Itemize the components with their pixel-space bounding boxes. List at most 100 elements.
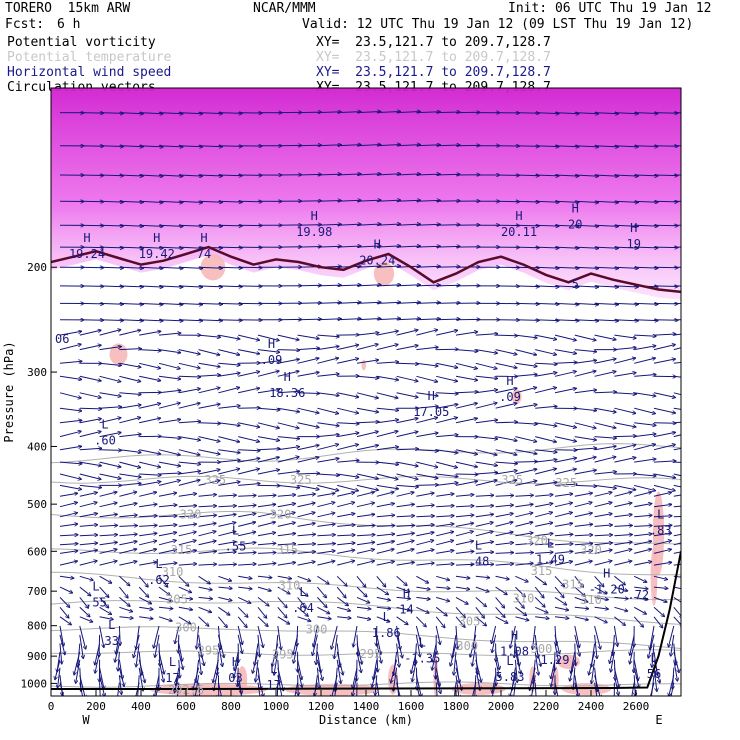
circulation-vector	[376, 431, 398, 438]
circulation-vector	[277, 533, 296, 537]
circulation-vector	[416, 266, 440, 267]
circulation-vector	[554, 362, 577, 363]
circulation-vector	[535, 422, 557, 426]
extremum-marker: H	[603, 567, 610, 581]
circulation-vector	[317, 502, 335, 508]
circulation-vector	[574, 422, 596, 428]
isentrope-label: 292.6	[168, 683, 204, 697]
circulation-vector	[158, 349, 181, 353]
circulation-vector	[99, 432, 122, 438]
header-valid: Valid: 12 UTC Thu 19 Jan 12 (09 LST Thu …	[302, 17, 694, 32]
extremum-value: 19.42	[139, 247, 175, 261]
legend-name-2: Horizontal wind speed	[7, 65, 172, 80]
circulation-vector	[416, 616, 426, 627]
circulation-vector	[416, 485, 438, 486]
circulation-vector	[294, 682, 299, 696]
circulation-vector	[218, 146, 242, 147]
circulation-vector	[455, 375, 478, 380]
extremum-marker: H	[511, 628, 518, 642]
circulation-vector	[317, 597, 327, 607]
circulation-vector	[653, 596, 667, 602]
extremum-marker: L	[101, 418, 108, 432]
circulation-vector	[154, 625, 160, 648]
circulation-vector	[297, 523, 316, 527]
circulation-vector	[99, 286, 124, 287]
circulation-vector	[297, 544, 316, 545]
circulation-vector	[436, 174, 460, 175]
extremum-value: 56	[647, 667, 661, 681]
circulation-vector	[158, 225, 183, 226]
circulation-vector	[416, 532, 434, 537]
circulation-vector	[475, 480, 497, 486]
circulation-vector	[653, 516, 672, 517]
circulation-vector	[257, 422, 279, 428]
circulation-vector	[238, 388, 260, 394]
circulation-vector	[197, 625, 200, 649]
circulation-vector	[155, 634, 160, 658]
extremum-value: .09	[261, 353, 283, 367]
circulation-vector	[535, 363, 557, 364]
circulation-vector	[139, 331, 161, 336]
circulation-vector	[436, 587, 450, 588]
circulation-vector	[198, 597, 213, 599]
circulation-vector	[218, 267, 242, 268]
circulation-vector	[79, 375, 102, 381]
circulation-vector	[574, 390, 597, 394]
circulation-vector	[535, 373, 557, 377]
circulation-vector	[99, 542, 118, 546]
circulation-vector	[356, 492, 375, 497]
circulation-vector	[614, 484, 636, 490]
circulation-vector	[515, 481, 537, 486]
circulation-vector	[337, 492, 355, 497]
circulation-vector	[634, 596, 648, 599]
circulation-vector	[297, 407, 319, 413]
extremum-marker: L	[108, 618, 115, 632]
circulation-vector	[158, 480, 180, 486]
circulation-vector	[614, 422, 636, 427]
circulation-vector	[534, 575, 546, 584]
circulation-vector	[119, 286, 143, 287]
extremum-value: .55	[85, 595, 107, 609]
circulation-vector	[234, 651, 239, 671]
circulation-vector	[257, 533, 276, 537]
circulation-vector	[373, 659, 378, 680]
isentrope-label: 295	[198, 643, 220, 657]
circulation-vector	[436, 461, 457, 468]
circulation-vector	[594, 625, 601, 649]
circulation-vector	[238, 484, 260, 486]
circulation-vector	[356, 643, 362, 665]
circulation-vector	[139, 225, 163, 226]
circulation-vector	[634, 375, 656, 377]
circulation-vector	[178, 597, 193, 599]
circulation-vector	[238, 334, 259, 340]
circulation-vector	[297, 597, 307, 608]
circulation-vector	[436, 404, 458, 409]
circulation-vector	[416, 461, 437, 467]
circulation-vector	[198, 320, 223, 321]
circulation-vector	[416, 473, 438, 478]
circulation-vector	[554, 561, 573, 566]
circulation-vector	[139, 350, 161, 351]
circulation-vector	[634, 651, 635, 673]
circulation-vector	[317, 358, 338, 364]
circulation-vector	[495, 349, 517, 355]
circulation-vector	[193, 667, 200, 690]
x-tick-label: 1000	[263, 700, 290, 713]
isentrope-label: 310	[513, 591, 535, 605]
circulation-vector	[376, 331, 399, 336]
extremum-marker: H	[515, 209, 522, 223]
circulation-vector	[668, 625, 675, 647]
circulation-vector	[614, 146, 638, 147]
circulation-vector	[337, 359, 359, 364]
circulation-vector	[673, 563, 681, 566]
circulation-vector	[535, 436, 556, 442]
circulation-vector	[257, 606, 267, 618]
extremum-marker: H	[403, 587, 410, 601]
circulation-vector	[435, 616, 445, 628]
circulation-vector	[139, 175, 163, 176]
circulation-vector	[614, 436, 636, 437]
circulation-vector	[475, 531, 494, 537]
circulation-vector	[158, 146, 183, 147]
east-label: E	[655, 713, 662, 727]
circulation-vector	[535, 146, 559, 147]
